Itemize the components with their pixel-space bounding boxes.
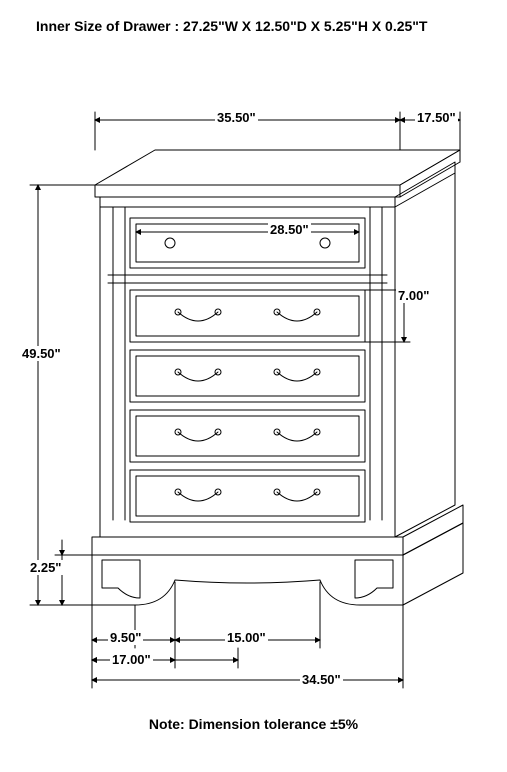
footer-note: Note: Dimension tolerance ±5% xyxy=(0,716,507,732)
dim-left-foot-w: 9.50" xyxy=(108,630,143,645)
dim-drawer-width: 28.50" xyxy=(268,222,311,237)
dim-width-top: 35.50" xyxy=(215,110,258,125)
dim-height: 49.50" xyxy=(20,346,63,361)
dim-drawer-height: 7.00" xyxy=(396,288,431,303)
dim-foot-gap: 15.00" xyxy=(225,630,268,645)
dim-depth-top: 17.50" xyxy=(415,110,458,125)
dim-foot-height: 2.25" xyxy=(28,560,63,575)
dim-base-width: 34.50" xyxy=(300,672,343,687)
dim-left-span: 17.00" xyxy=(110,652,153,667)
